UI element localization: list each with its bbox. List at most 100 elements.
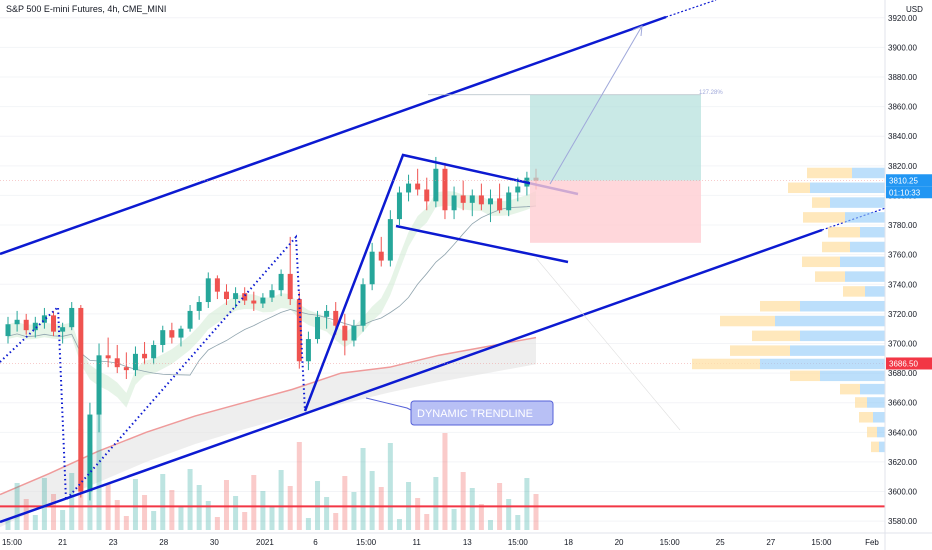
candle-body[interactable]: [196, 302, 202, 311]
volume-bar: [5, 520, 11, 530]
candle-body[interactable]: [387, 219, 393, 261]
price-tick: 3840.00: [888, 132, 917, 141]
candle-body[interactable]: [278, 273, 284, 291]
time-tick: 15:00: [2, 538, 23, 547]
candle-body[interactable]: [87, 414, 93, 492]
candle-body[interactable]: [142, 353, 148, 359]
candle-body[interactable]: [460, 195, 466, 203]
candle-body[interactable]: [96, 355, 102, 415]
candle-body[interactable]: [424, 189, 430, 202]
volume-profile-down: [760, 358, 885, 370]
dotted-swing-lines: [0, 234, 306, 503]
drawings-layer[interactable]: 127.28%: [0, 0, 901, 524]
candle-body[interactable]: [187, 310, 193, 329]
candle-body[interactable]: [260, 297, 266, 304]
sma-line: [7, 205, 537, 376]
volume-profile-down: [873, 412, 885, 423]
volume-bar: [187, 469, 193, 530]
candle-body[interactable]: [169, 330, 175, 338]
candle-body[interactable]: [305, 339, 311, 362]
support-price-label-bg: [886, 357, 932, 370]
candle-body[interactable]: [32, 322, 38, 331]
annotation-layer[interactable]: DYNAMIC TRENDLINE: [410, 400, 554, 426]
volume-profile-up: [867, 426, 877, 438]
candle-body[interactable]: [333, 310, 339, 326]
volume-bar: [169, 490, 175, 530]
last-price-label-bg: [886, 174, 932, 187]
candle-body[interactable]: [469, 195, 475, 203]
candle-body[interactable]: [442, 168, 448, 211]
volume-bar: [305, 518, 311, 530]
volume-profile-up: [788, 182, 810, 194]
candle-body[interactable]: [114, 358, 120, 368]
candle-body[interactable]: [205, 278, 211, 303]
candle-body[interactable]: [123, 367, 129, 371]
lower-channel-line[interactable]: [0, 228, 823, 524]
candle-body[interactable]: [251, 300, 257, 304]
candle-body[interactable]: [342, 325, 348, 341]
candle-body[interactable]: [497, 198, 503, 211]
flag-pole-line[interactable]: [303, 153, 579, 412]
candle-body[interactable]: [214, 278, 220, 292]
candle-body[interactable]: [69, 307, 75, 328]
candle-body[interactable]: [160, 330, 166, 345]
volume-profile: [692, 167, 885, 453]
candle-body[interactable]: [178, 328, 184, 338]
candle-body[interactable]: [378, 251, 384, 261]
volume-bar: [123, 516, 129, 530]
candle-body[interactable]: [269, 290, 275, 298]
candle-body[interactable]: [223, 291, 229, 300]
candle-body[interactable]: [451, 195, 457, 211]
price-tick: 3640.00: [888, 428, 917, 437]
candle-body[interactable]: [360, 284, 366, 326]
candlestick-series[interactable]: [5, 156, 539, 501]
price-axis[interactable]: USD 3580.00 3600.00 3620.00 3640.00 3660.00 3…: [884, 0, 932, 550]
volume-profile-down: [850, 241, 885, 253]
candle-body[interactable]: [23, 319, 29, 331]
candle-body[interactable]: [233, 293, 239, 300]
volume-bar: [369, 471, 375, 530]
candle-body[interactable]: [478, 195, 484, 205]
candle-body[interactable]: [296, 299, 302, 362]
price-tick: 3620.00: [888, 458, 917, 467]
candle-body[interactable]: [324, 310, 330, 317]
candle-body[interactable]: [60, 327, 66, 332]
projection-arrow-head: [632, 25, 643, 37]
time-axis[interactable]: 15:00 21 23 28 30 2021 6 15:00 11 13 15:00 18 20 15:0…: [0, 532, 932, 547]
candle-body[interactable]: [132, 353, 138, 371]
candle-body[interactable]: [406, 183, 412, 193]
candle-body[interactable]: [506, 192, 512, 211]
candle-body[interactable]: [151, 344, 157, 359]
candle-body[interactable]: [14, 319, 20, 325]
candle-body[interactable]: [515, 186, 521, 193]
candle-body[interactable]: [487, 198, 493, 205]
candle-body[interactable]: [51, 315, 57, 332]
time-tick: Feb: [865, 538, 879, 547]
candle-body[interactable]: [5, 324, 11, 337]
candle-body[interactable]: [351, 325, 357, 341]
candle-body[interactable]: [287, 273, 293, 300]
volume-bar: [151, 511, 157, 530]
candle-body[interactable]: [415, 183, 421, 190]
volume-profile-down: [877, 426, 885, 438]
candle-body[interactable]: [78, 307, 84, 492]
candle-body[interactable]: [369, 251, 375, 285]
volume-profile-up: [840, 383, 860, 395]
candle-body[interactable]: [41, 315, 47, 323]
volume-bar: [351, 492, 357, 530]
candle-body[interactable]: [315, 316, 321, 340]
stop-loss-zone[interactable]: [530, 180, 701, 243]
take-profit-zone[interactable]: [530, 94, 701, 181]
volume-bar: [233, 496, 239, 530]
candle-body[interactable]: [242, 293, 248, 301]
dynamic-trendline-label: DYNAMIC TRENDLINE: [417, 408, 533, 420]
upper-channel-line[interactable]: [0, 15, 667, 256]
volume-profile-up: [812, 197, 830, 208]
candle-body[interactable]: [433, 168, 439, 202]
dynamic-trendline-callout[interactable]: [410, 400, 554, 426]
candle-body[interactable]: [396, 192, 402, 220]
volume-bar: [296, 442, 302, 530]
candle-body[interactable]: [105, 355, 111, 359]
flag-lower-line[interactable]: [395, 224, 569, 264]
